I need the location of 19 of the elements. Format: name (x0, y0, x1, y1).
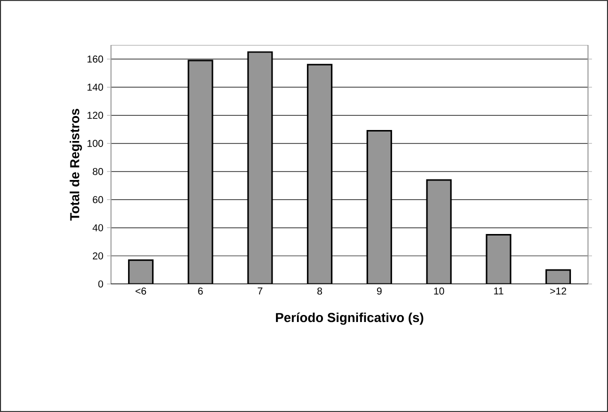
y-tick-label: 120 (88, 112, 104, 119)
x-tick-label: 6 (198, 288, 203, 295)
y-tick-label: 140 (88, 84, 104, 91)
x-tick-label: 10 (434, 288, 444, 295)
y-tick-label: 20 (92, 252, 104, 260)
y-tick-label: 100 (88, 140, 104, 147)
x-tick-label: >12 (550, 288, 566, 295)
y-axis-title: Total de Registros (70, 108, 82, 221)
y-tick-label: 160 (88, 56, 104, 63)
x-tick-label: 9 (377, 288, 382, 295)
x-axis-title: Período Significativo (s) (276, 312, 424, 325)
x-tick-label: <6 (136, 288, 146, 295)
y-tick-label: 80 (92, 168, 104, 176)
y-tick-label: 60 (92, 196, 104, 204)
y-tick-label: 40 (92, 224, 104, 232)
y-tick-label: 0 (98, 280, 104, 288)
x-tick-label: 7 (258, 288, 262, 294)
x-tick-label: 11 (494, 288, 504, 294)
x-tick-label: 8 (317, 288, 322, 295)
